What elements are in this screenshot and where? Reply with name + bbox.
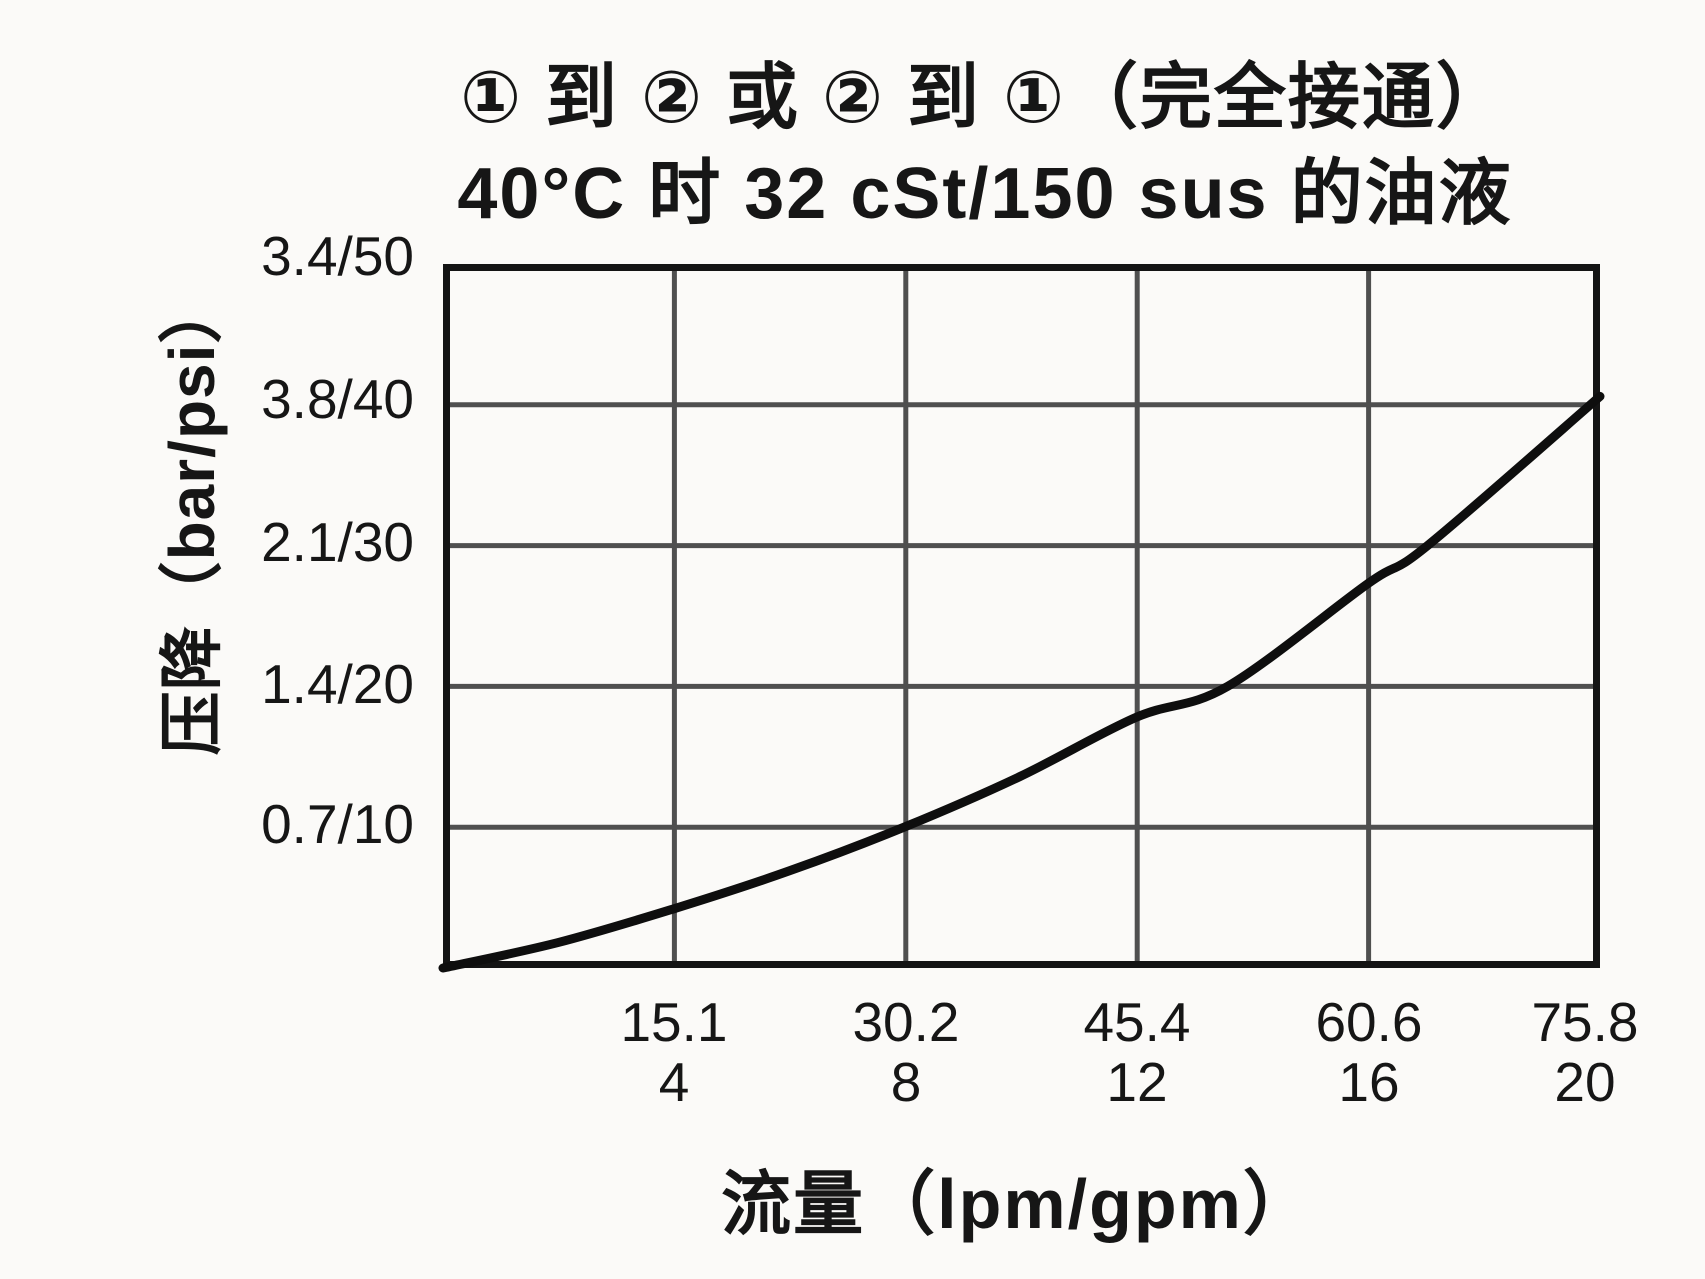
y-tick-label-10: 0.7/10	[261, 793, 414, 855]
x-tick-lpm-label: 30.2	[852, 991, 960, 1053]
x-tick-4: 60.6 16	[1239, 992, 1499, 1112]
y-tick-label-40: 3.8/40	[261, 368, 414, 430]
x-tick-gpm-label: 20	[1554, 1051, 1616, 1113]
plot-svg	[438, 264, 1605, 973]
chart-title-line1: ① 到 ② 或 ② 到 ①（完全接通）	[460, 58, 1510, 138]
y-tick-label-50: 3.4/50	[261, 225, 414, 287]
pressure-drop-curve	[438, 391, 1605, 973]
x-axis-title: 流量（lpm/gpm）	[721, 1165, 1315, 1243]
x-tick-lpm-label: 75.8	[1531, 991, 1639, 1053]
x-tick-gpm-label: 16	[1338, 1051, 1400, 1113]
x-tick-lpm-label: 45.4	[1083, 991, 1191, 1053]
y-tick-label-20: 1.4/20	[261, 653, 414, 715]
x-tick-lpm-label: 60.6	[1315, 991, 1423, 1053]
plot-border	[443, 264, 1600, 968]
y-tick-label-30: 2.1/30	[261, 511, 414, 573]
x-tick-3: 45.4 12	[1007, 992, 1267, 1112]
x-tick-gpm-label: 4	[658, 1051, 690, 1113]
x-tick-lpm-label: 15.1	[620, 991, 728, 1053]
x-tick-1: 15.1 4	[544, 992, 804, 1112]
x-tick-gpm-label: 8	[890, 1051, 922, 1113]
x-tick-5: 75.8 20	[1455, 992, 1705, 1112]
chart-title-line2: 40°C 时 32 cSt/150 sus 的油液	[457, 154, 1513, 234]
x-tick-gpm-label: 12	[1106, 1051, 1168, 1113]
gridlines-group	[443, 264, 1600, 968]
chart-title-block: ① 到 ② 或 ② 到 ①（完全接通） 40°C 时 32 cSt/150 su…	[265, 50, 1705, 242]
x-tick-2: 30.2 8	[776, 992, 1036, 1112]
